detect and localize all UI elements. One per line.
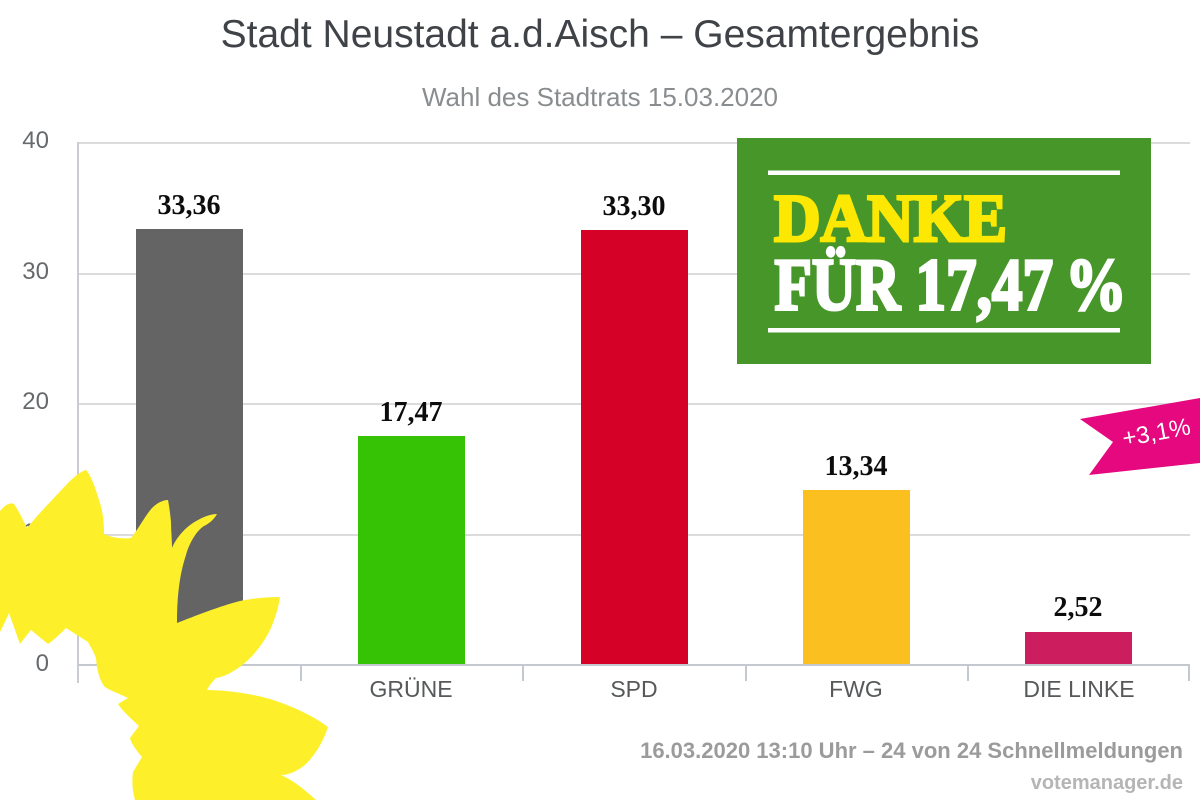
svg-text:FÜR 17,47 %: FÜR 17,47 % bbox=[775, 245, 1127, 327]
svg-text:DANKE: DANKE bbox=[774, 180, 1007, 256]
